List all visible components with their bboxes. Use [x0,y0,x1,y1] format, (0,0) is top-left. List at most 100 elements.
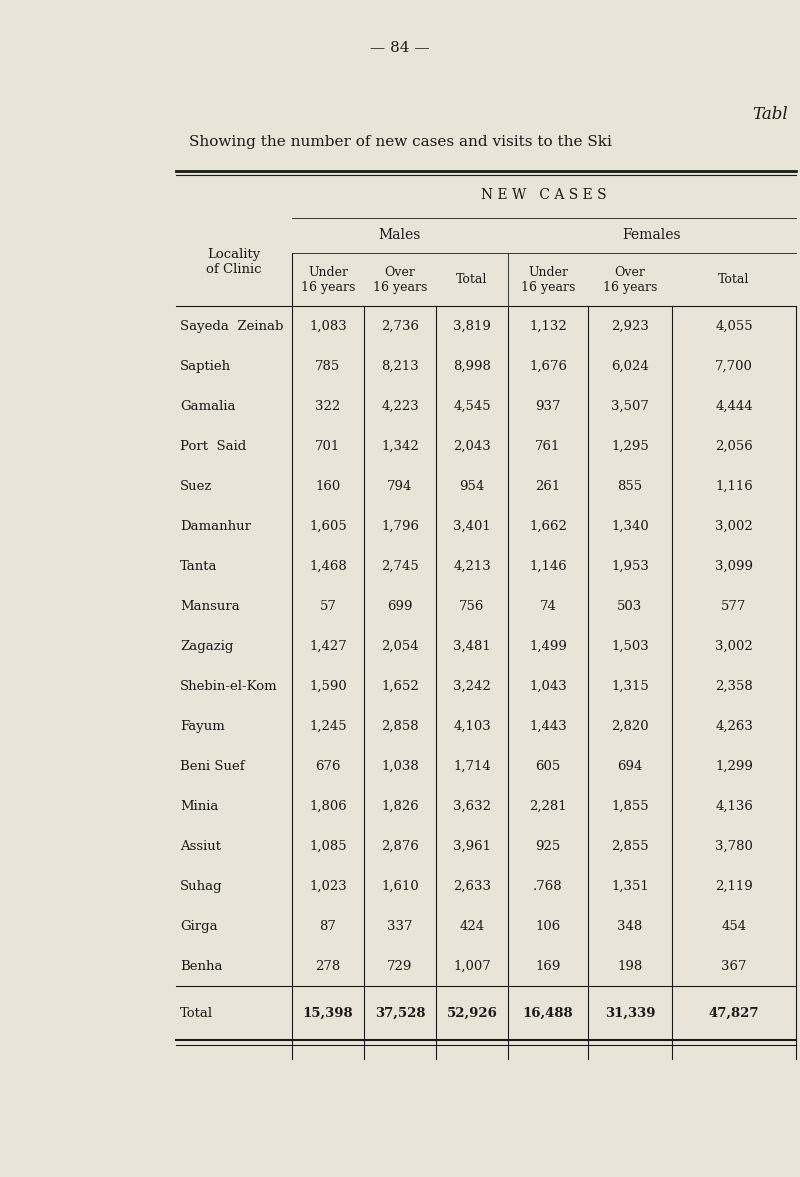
Text: 198: 198 [618,959,642,973]
Text: Over
16 years: Over 16 years [373,266,427,293]
Text: 2,876: 2,876 [381,839,419,853]
Text: Port  Said: Port Said [180,439,246,453]
Text: 4,223: 4,223 [381,399,419,413]
Text: Fayum: Fayum [180,719,225,733]
Text: 348: 348 [618,919,642,933]
Text: 2,054: 2,054 [381,639,419,653]
Text: 3,481: 3,481 [453,639,491,653]
Text: Females: Females [622,228,682,242]
Text: 1,085: 1,085 [309,839,347,853]
Text: Tabl: Tabl [752,106,788,122]
Text: 1,007: 1,007 [453,959,491,973]
Text: 37,528: 37,528 [374,1006,426,1020]
Text: Saptieh: Saptieh [180,359,231,373]
Text: 1,340: 1,340 [611,519,649,533]
Text: 1,023: 1,023 [309,879,347,893]
Text: 855: 855 [618,479,642,493]
Text: 756: 756 [459,599,485,613]
Text: 2,119: 2,119 [715,879,753,893]
Text: Damanhur: Damanhur [180,519,251,533]
Text: 2,820: 2,820 [611,719,649,733]
Text: 4,103: 4,103 [453,719,491,733]
Text: 1,503: 1,503 [611,639,649,653]
Text: 1,662: 1,662 [529,519,567,533]
Text: 6,024: 6,024 [611,359,649,373]
Text: 4,213: 4,213 [453,559,491,573]
Text: Shebin-el-Kom: Shebin-el-Kom [180,679,278,693]
Text: — 84 —: — 84 — [370,41,430,55]
Text: 1,132: 1,132 [529,319,567,333]
Text: 4,263: 4,263 [715,719,753,733]
Text: 1,610: 1,610 [381,879,419,893]
Text: Under
16 years: Under 16 years [301,266,355,293]
Text: 761: 761 [535,439,561,453]
Text: 2,858: 2,858 [381,719,419,733]
Text: 7,700: 7,700 [715,359,753,373]
Text: 577: 577 [722,599,746,613]
Text: 106: 106 [535,919,561,933]
Text: 2,056: 2,056 [715,439,753,453]
Text: 1,295: 1,295 [611,439,649,453]
Text: Total: Total [180,1006,213,1020]
Text: 701: 701 [315,439,341,453]
Text: 2,855: 2,855 [611,839,649,853]
Text: Assiut: Assiut [180,839,221,853]
Text: 2,736: 2,736 [381,319,419,333]
Text: 1,299: 1,299 [715,759,753,773]
Text: Suhag: Suhag [180,879,222,893]
Text: 16,488: 16,488 [522,1006,574,1020]
Text: 2,745: 2,745 [381,559,419,573]
Text: 3,819: 3,819 [453,319,491,333]
Text: 1,499: 1,499 [529,639,567,653]
Text: 8,998: 8,998 [453,359,491,373]
Text: Showing the number of new cases and visits to the Ski: Showing the number of new cases and visi… [189,135,611,149]
Text: 2,633: 2,633 [453,879,491,893]
Text: 699: 699 [387,599,413,613]
Text: 15,398: 15,398 [302,1006,354,1020]
Text: 2,358: 2,358 [715,679,753,693]
Text: Mansura: Mansura [180,599,240,613]
Text: Sayeda  Zeinab: Sayeda Zeinab [180,319,283,333]
Text: 1,146: 1,146 [529,559,567,573]
Text: 4,136: 4,136 [715,799,753,813]
Text: 1,796: 1,796 [381,519,419,533]
Text: 694: 694 [618,759,642,773]
Text: N E W   C A S E S: N E W C A S E S [481,188,607,202]
Text: 1,714: 1,714 [453,759,491,773]
Text: Locality
of Clinic: Locality of Clinic [206,248,262,275]
Text: 424: 424 [459,919,485,933]
Text: 1,676: 1,676 [529,359,567,373]
Text: 322: 322 [315,399,341,413]
Text: 1,468: 1,468 [309,559,347,573]
Text: 454: 454 [722,919,746,933]
Text: 52,926: 52,926 [446,1006,498,1020]
Text: 3,507: 3,507 [611,399,649,413]
Text: 1,652: 1,652 [381,679,419,693]
Text: 74: 74 [539,599,557,613]
Text: 605: 605 [535,759,561,773]
Text: Total: Total [456,273,488,286]
Text: 1,590: 1,590 [309,679,347,693]
Text: 2,281: 2,281 [529,799,567,813]
Text: 1,605: 1,605 [309,519,347,533]
Text: 3,961: 3,961 [453,839,491,853]
Text: 4,545: 4,545 [453,399,491,413]
Text: Males: Males [379,228,421,242]
Text: 3,242: 3,242 [453,679,491,693]
Text: 925: 925 [535,839,561,853]
Text: 87: 87 [319,919,337,933]
Text: 1,443: 1,443 [529,719,567,733]
Text: 676: 676 [315,759,341,773]
Text: 1,043: 1,043 [529,679,567,693]
Text: 794: 794 [387,479,413,493]
Text: 160: 160 [315,479,341,493]
Text: 3,401: 3,401 [453,519,491,533]
Text: 1,083: 1,083 [309,319,347,333]
Text: 1,806: 1,806 [309,799,347,813]
Text: 47,827: 47,827 [709,1006,759,1020]
Text: 278: 278 [315,959,341,973]
Text: 1,953: 1,953 [611,559,649,573]
Text: 1,116: 1,116 [715,479,753,493]
Text: .768: .768 [533,879,563,893]
Text: 1,245: 1,245 [309,719,347,733]
